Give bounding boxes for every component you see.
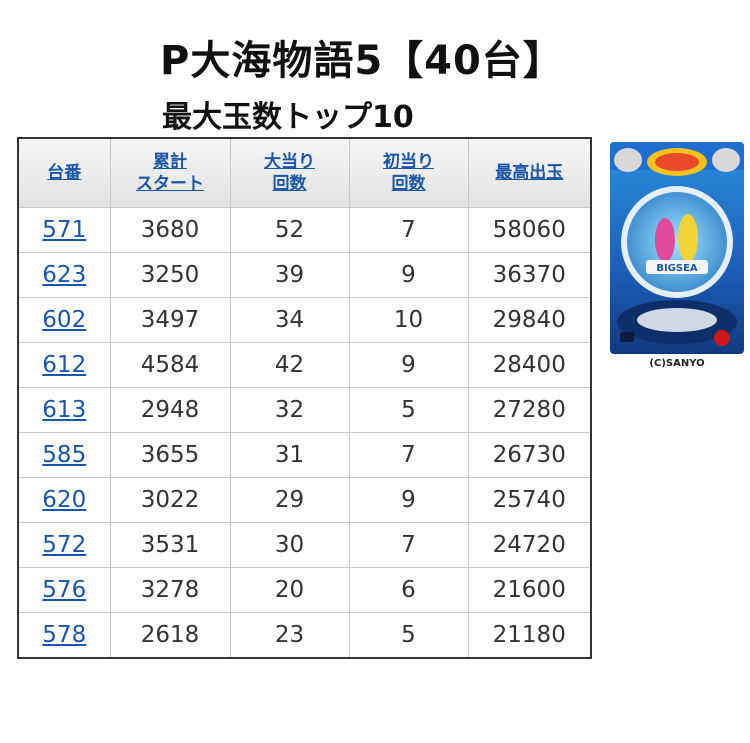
header-first-hit-count[interactable]: 初当り 回数 — [348, 137, 469, 208]
total-start-cell: 3680 — [109, 207, 231, 253]
total-start-cell: 3655 — [109, 432, 231, 478]
jackpot-count-cell: 34 — [229, 297, 350, 343]
first-hit-count-cell: 5 — [348, 612, 469, 659]
total-start-cell: 3022 — [109, 477, 231, 523]
max-payout-cell: 21600 — [467, 567, 592, 613]
first-hit-count-cell: 5 — [348, 387, 469, 433]
jackpot-count-cell: 39 — [229, 252, 350, 298]
table-row: 572 3531 30 7 24720 — [17, 522, 592, 568]
header-jackpot-count[interactable]: 大当り 回数 — [229, 137, 350, 208]
jackpot-count-cell: 23 — [229, 612, 350, 659]
table-row: 602 3497 34 10 29840 — [17, 297, 592, 343]
copyright-text: (C)SANYO — [649, 358, 705, 369]
table-row: 620 3022 29 9 25740 — [17, 477, 592, 523]
machine-number-link[interactable]: 620 — [42, 487, 87, 513]
total-start-cell: 3497 — [109, 297, 231, 343]
table-header-row: 台番 累計 スタート 大当り 回数 初当り 回数 最高出玉 — [17, 137, 592, 208]
machine-number-link[interactable]: 613 — [42, 397, 87, 423]
max-payout-cell: 26730 — [467, 432, 592, 478]
machine-number-cell: 576 — [17, 567, 111, 613]
max-payout-cell: 24720 — [467, 522, 592, 568]
jackpot-count-cell: 30 — [229, 522, 350, 568]
max-payout-cell: 25740 — [467, 477, 592, 523]
machine-number-cell: 623 — [17, 252, 111, 298]
machine-number-cell: 613 — [17, 387, 111, 433]
jackpot-count-cell: 31 — [229, 432, 350, 478]
machine-number-link[interactable]: 571 — [42, 217, 87, 243]
machine-number-link[interactable]: 585 — [42, 442, 87, 468]
table-row: 585 3655 31 7 26730 — [17, 432, 592, 478]
max-payout-cell: 28400 — [467, 342, 592, 388]
machine-logo-text: BIGSEA — [656, 263, 698, 274]
first-hit-count-cell: 7 — [348, 522, 469, 568]
machine-number-cell: 572 — [17, 522, 111, 568]
jackpot-count-cell: 32 — [229, 387, 350, 433]
machine-number-link[interactable]: 612 — [42, 352, 87, 378]
machine-number-cell: 571 — [17, 207, 111, 253]
max-payout-cell: 36370 — [467, 252, 592, 298]
table-row: 613 2948 32 5 27280 — [17, 387, 592, 433]
header-max-payout[interactable]: 最高出玉 — [467, 137, 592, 208]
total-start-cell: 3250 — [109, 252, 231, 298]
machine-number-cell: 602 — [17, 297, 111, 343]
first-hit-count-cell: 7 — [348, 432, 469, 478]
total-start-cell: 2618 — [109, 612, 231, 659]
table-row: 571 3680 52 7 58060 — [17, 207, 592, 253]
machine-number-cell: 620 — [17, 477, 111, 523]
first-hit-count-cell: 9 — [348, 477, 469, 523]
table-row: 612 4584 42 9 28400 — [17, 342, 592, 388]
first-hit-count-cell: 9 — [348, 252, 469, 298]
first-hit-count-cell: 6 — [348, 567, 469, 613]
max-payout-cell: 58060 — [467, 207, 592, 253]
pachinko-machine-image: BIGSEA — [610, 142, 744, 354]
max-payout-cell: 29840 — [467, 297, 592, 343]
machine-number-link[interactable]: 602 — [42, 307, 87, 333]
page-title: P大海物語5【40台】 — [160, 38, 564, 84]
machine-number-cell: 578 — [17, 612, 111, 659]
page-subtitle: 最大玉数トップ10 — [162, 100, 414, 135]
first-hit-count-cell: 7 — [348, 207, 469, 253]
jackpot-count-cell: 42 — [229, 342, 350, 388]
total-start-cell: 4584 — [109, 342, 231, 388]
jackpot-count-cell: 29 — [229, 477, 350, 523]
header-total-start[interactable]: 累計 スタート — [109, 137, 231, 208]
first-hit-count-cell: 9 — [348, 342, 469, 388]
table-row: 576 3278 20 6 21600 — [17, 567, 592, 613]
machine-number-link[interactable]: 623 — [42, 262, 87, 288]
machine-number-link[interactable]: 572 — [42, 532, 87, 558]
max-payout-cell: 27280 — [467, 387, 592, 433]
header-machine-number[interactable]: 台番 — [17, 137, 111, 208]
table-row: 578 2618 23 5 21180 — [17, 612, 592, 659]
machine-number-cell: 585 — [17, 432, 111, 478]
jackpot-count-cell: 20 — [229, 567, 350, 613]
max-payout-cell: 21180 — [467, 612, 592, 659]
machine-number-cell: 612 — [17, 342, 111, 388]
total-start-cell: 2948 — [109, 387, 231, 433]
ranking-table: 台番 累計 スタート 大当り 回数 初当り 回数 最高出玉 571 3680 52 7… — [17, 137, 592, 659]
machine-number-link[interactable]: 578 — [42, 622, 87, 648]
total-start-cell: 3531 — [109, 522, 231, 568]
machine-number-link[interactable]: 576 — [42, 577, 87, 603]
table-row: 623 3250 39 9 36370 — [17, 252, 592, 298]
total-start-cell: 3278 — [109, 567, 231, 613]
jackpot-count-cell: 52 — [229, 207, 350, 253]
first-hit-count-cell: 10 — [348, 297, 469, 343]
